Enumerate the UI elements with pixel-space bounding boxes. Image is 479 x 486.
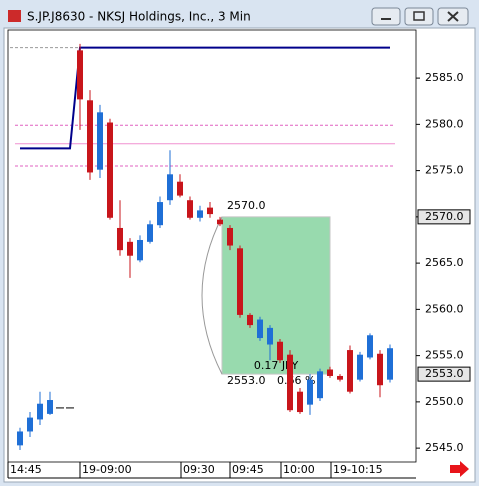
maximize-icon bbox=[413, 11, 425, 21]
y-tick-label: 2555.0 bbox=[425, 349, 464, 362]
candle-body bbox=[87, 100, 93, 173]
candle-body bbox=[377, 353, 383, 386]
overlay-line bbox=[20, 46, 390, 150]
y-tick-label: 2560.0 bbox=[425, 302, 464, 315]
y-tick-label: 2585.0 bbox=[425, 71, 464, 84]
plot-area bbox=[7, 29, 417, 463]
candle-body bbox=[66, 407, 74, 409]
measure-start-label: 2570.0 bbox=[227, 199, 266, 212]
candle-body bbox=[197, 210, 203, 218]
x-tick-label: 14:45 bbox=[10, 463, 42, 476]
y-tick-label: 2545.0 bbox=[425, 441, 464, 454]
candle-body bbox=[47, 400, 53, 414]
candle-body bbox=[287, 354, 293, 411]
candle-body bbox=[107, 122, 113, 218]
x-tick-label: 09:30 bbox=[183, 463, 215, 476]
candle-body bbox=[217, 219, 223, 225]
candle-body bbox=[347, 350, 353, 392]
x-tick-label: 19-10:15 bbox=[333, 463, 383, 476]
candle-body bbox=[367, 335, 373, 358]
candle-body bbox=[297, 391, 303, 413]
candle-body bbox=[117, 227, 123, 251]
candle-body bbox=[357, 354, 363, 380]
price-marker-label: 2570.0 bbox=[425, 210, 464, 223]
x-tick-label: 10:00 bbox=[283, 463, 315, 476]
measure-arc bbox=[201, 216, 223, 375]
x-tick-label: 09:45 bbox=[232, 463, 264, 476]
price-marker bbox=[417, 366, 471, 382]
candle-body bbox=[187, 200, 193, 218]
candle-body bbox=[77, 50, 83, 100]
close-icon bbox=[447, 11, 459, 22]
candle-body bbox=[27, 417, 33, 432]
candle-body bbox=[17, 431, 23, 446]
window-title: S.JP.J8630 - NKSJ Holdings, Inc., 3 Min bbox=[27, 10, 251, 24]
candle-body bbox=[127, 241, 133, 256]
candle-body bbox=[257, 319, 263, 339]
candle-body bbox=[267, 327, 273, 345]
candle-body bbox=[227, 227, 233, 246]
candle-body bbox=[177, 181, 183, 196]
candle-body bbox=[277, 341, 283, 361]
y-tick-label: 2575.0 bbox=[425, 164, 464, 177]
y-tick-label: 2550.0 bbox=[425, 395, 464, 408]
y-tick-label: 2565.0 bbox=[425, 256, 464, 269]
candle-body bbox=[137, 239, 143, 261]
y-tick-label: 2580.0 bbox=[425, 117, 464, 130]
candle-body bbox=[97, 112, 103, 170]
measure-end-label: 2553.0 bbox=[227, 374, 266, 387]
candle-body bbox=[37, 403, 43, 420]
app-icon bbox=[8, 10, 21, 22]
candle-body bbox=[327, 369, 333, 376]
candle-body bbox=[387, 348, 393, 380]
x-tick-label: 19-09:00 bbox=[82, 463, 132, 476]
window-buttons[interactable] bbox=[371, 7, 469, 26]
candle-body bbox=[337, 375, 343, 380]
price-marker bbox=[417, 209, 471, 225]
measure-percent-label: 0.66 % bbox=[277, 374, 315, 387]
candle-body bbox=[157, 202, 163, 226]
candle-body bbox=[147, 224, 153, 242]
candle-body bbox=[317, 371, 323, 399]
candle-body bbox=[207, 207, 213, 215]
maximize-button[interactable] bbox=[404, 7, 434, 26]
scroll-arrow[interactable] bbox=[450, 461, 469, 477]
candle-body bbox=[247, 314, 253, 326]
candle-body bbox=[307, 379, 313, 405]
candle-body bbox=[237, 248, 243, 315]
candle-body bbox=[56, 407, 64, 409]
minimize-button[interactable] bbox=[371, 7, 401, 26]
price-marker-label: 2553.0 bbox=[425, 367, 464, 380]
candle-body bbox=[167, 174, 173, 201]
